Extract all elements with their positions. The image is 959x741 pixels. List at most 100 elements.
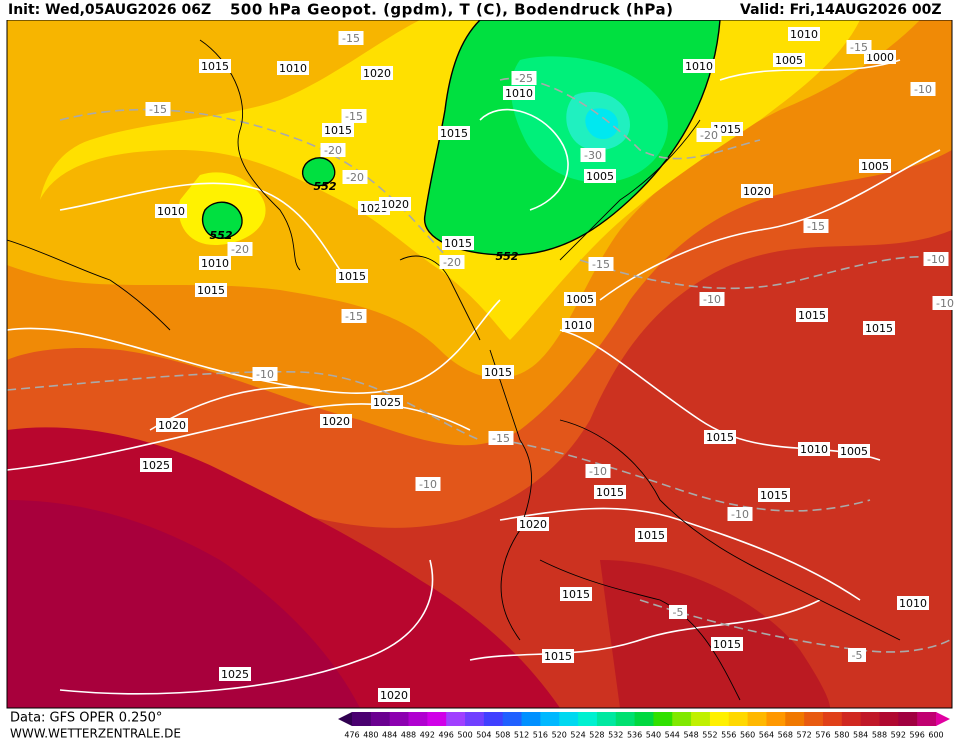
isobar-label: 1025	[142, 459, 170, 472]
isobar-label-box	[195, 283, 227, 297]
isobar-label-box	[859, 159, 891, 173]
isotherm-label: -15	[592, 258, 610, 271]
scale-label: 500	[457, 731, 472, 740]
isotherm-label-box	[227, 242, 253, 256]
isotherm-label-box	[727, 507, 753, 521]
scale-box	[860, 712, 880, 726]
scale-box	[502, 712, 523, 726]
isobar-label-box	[560, 587, 592, 601]
isotherm-label-box	[338, 31, 364, 45]
isobar-label-box	[361, 66, 393, 80]
scale-box	[370, 712, 391, 726]
isobar-label-box	[140, 458, 172, 472]
scale-box	[521, 712, 541, 726]
isotherm-label: -5	[673, 606, 684, 619]
isobar-label: 1005	[586, 170, 614, 183]
scale-box	[540, 712, 560, 726]
isobar-label: 1005	[840, 445, 868, 458]
scale-label: 532	[608, 731, 623, 740]
scale-label: 516	[533, 731, 548, 740]
isobar-label: 1020	[363, 67, 391, 80]
scale-box	[408, 712, 428, 726]
init-time: Init: Wed,05AUG2026 06Z	[8, 2, 211, 18]
isobar-label: 1020	[743, 185, 771, 198]
isobar-label: 1015	[865, 322, 893, 335]
scale-box	[446, 712, 466, 726]
geopotential-label: 552	[314, 180, 337, 193]
scale-arrow-left	[338, 712, 352, 726]
scale-box	[578, 712, 598, 726]
isotherm-label: -10	[927, 253, 945, 266]
isobar-label-box	[322, 123, 354, 137]
scale-label: 508	[495, 731, 510, 740]
scale-label: 480	[363, 731, 378, 740]
isobar-label-box	[773, 53, 805, 67]
isobar-label: 1010	[899, 597, 927, 610]
isobar-label-box	[788, 27, 820, 41]
isotherm-label: -20	[324, 144, 342, 157]
isobar-label: 1015	[484, 366, 512, 379]
isobar-label-box	[320, 414, 352, 428]
scale-box	[352, 712, 372, 726]
isotherm-label-box	[145, 102, 171, 116]
isobar-label-box	[155, 204, 187, 218]
isotherm-label-box	[848, 648, 866, 662]
scale-label: 556	[721, 731, 736, 740]
isotherm-label: -10	[589, 465, 607, 478]
isobar-label-box	[379, 197, 411, 211]
scale-box	[766, 712, 786, 726]
scale-label: 528	[589, 731, 604, 740]
isotherm-label: -20	[443, 256, 461, 269]
geopotential-label: 552	[210, 229, 233, 242]
scale-label: 552	[702, 731, 717, 740]
scale-box	[465, 712, 485, 726]
isobar-label-box	[277, 61, 309, 75]
scale-box	[747, 712, 767, 726]
isobar-label-box	[517, 517, 549, 531]
header-band	[0, 0, 959, 20]
scale-box	[728, 712, 749, 726]
scale-box	[691, 712, 711, 726]
isotherm-label-box	[341, 109, 367, 123]
isotherm-label-box	[932, 296, 958, 310]
isobar-label: 1015	[637, 529, 665, 542]
isotherm-label-box	[252, 367, 278, 381]
isotherm-label-box	[488, 431, 514, 445]
scale-label: 488	[401, 731, 416, 740]
isobar-label-box	[562, 318, 594, 332]
scale-label: 596	[910, 731, 925, 740]
map-field	[7, 20, 952, 708]
isobar-label: 1020	[322, 415, 350, 428]
scale-arrow-right	[936, 712, 950, 726]
isotherm-label: -10	[419, 478, 437, 491]
isobar-label-box	[864, 50, 896, 64]
isobar-label-box	[741, 184, 773, 198]
scale-box	[615, 712, 636, 726]
isobar-label: 1010	[157, 205, 185, 218]
isotherm-label: -20	[231, 243, 249, 256]
isobar-label-box	[199, 59, 231, 73]
scale-label: 484	[382, 731, 397, 740]
scale-box	[841, 712, 862, 726]
isobar-label-box	[378, 688, 410, 702]
isobar-label: 1005	[566, 293, 594, 306]
isobar-label: 1010	[685, 60, 713, 73]
isobar-label-box	[219, 667, 251, 681]
isotherm-label-box	[588, 257, 614, 271]
website: WWW.WETTERZENTRALE.DE	[10, 727, 181, 741]
isotherm-label-box	[415, 477, 441, 491]
isobar-label: 1015	[544, 650, 572, 663]
contour-labels: 1015 1010 1020 1010 1010 1010 1005 1000 1015 1015…	[140, 27, 958, 702]
isobar-label-box	[336, 269, 368, 283]
isobar-label-box	[711, 637, 743, 651]
scale-box	[389, 712, 410, 726]
scale-box	[917, 712, 937, 726]
isobar-label: 1015	[596, 486, 624, 499]
isotherm-label: -15	[342, 32, 360, 45]
scale-box	[822, 712, 843, 726]
scale-label: 492	[420, 731, 435, 740]
scale-label: 572	[796, 731, 811, 740]
scale-label: 548	[683, 731, 698, 740]
scale-box	[804, 712, 824, 726]
isobar-label-box	[594, 485, 626, 499]
